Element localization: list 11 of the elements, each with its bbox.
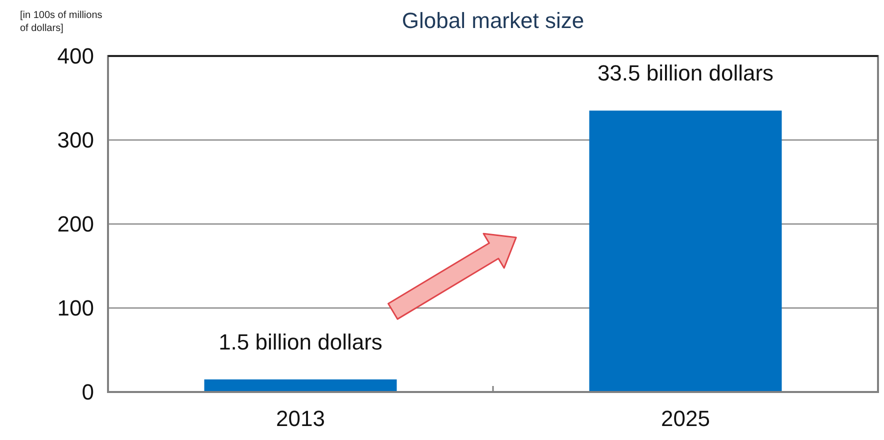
annotation: 1.5 billion dollars: [218, 329, 382, 354]
y-tick-label: 0: [82, 380, 94, 405]
x-tick-label: 2013: [276, 406, 325, 431]
y-tick-label: 400: [57, 44, 94, 69]
y-tick-label: 300: [57, 128, 94, 153]
x-tick-label: 2025: [661, 406, 710, 431]
y-axis-title: [in 100s of millions of dollars]: [20, 10, 102, 34]
chart-title: Global market size: [402, 8, 584, 33]
y-tick-label: 100: [57, 296, 94, 321]
annotation: 33.5 billion dollars: [597, 60, 774, 86]
y-tick-label: 200: [57, 212, 94, 237]
